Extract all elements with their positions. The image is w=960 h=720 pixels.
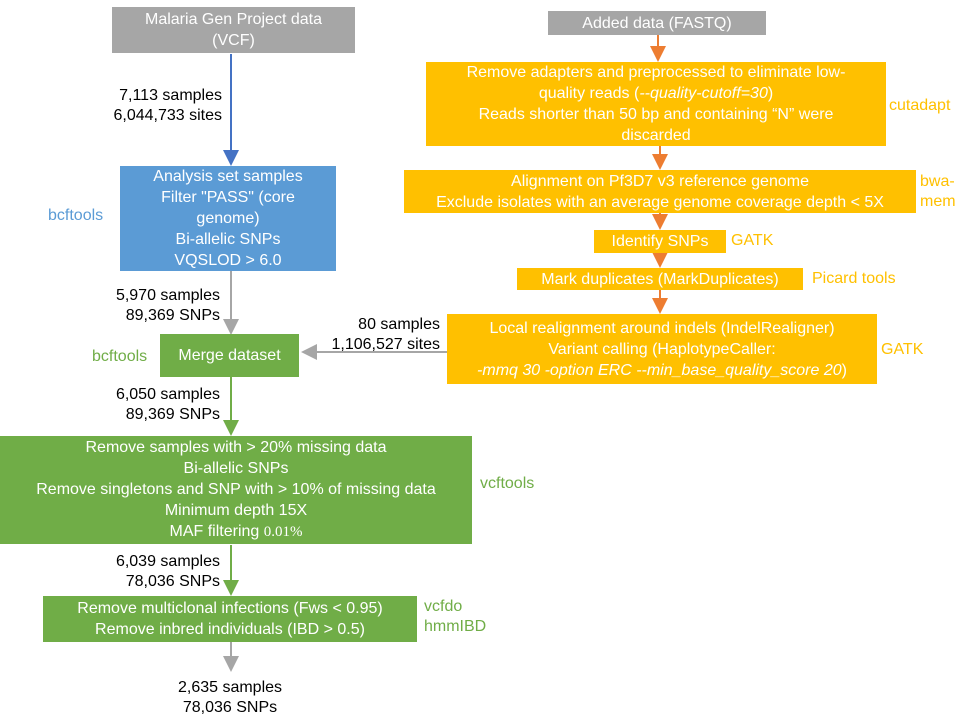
malariagen-source-box: Malaria Gen Project data (VCF)	[112, 7, 355, 53]
qc-tool-label: vcftools	[480, 475, 535, 492]
variant-calling-tool-label: GATK	[881, 341, 924, 358]
final-filter-box: Remove multiclonal infections (Fws < 0.9…	[43, 596, 417, 642]
count-label-merged: 6,050 samples 89,369 SNPs	[115, 386, 220, 423]
filter-box: Analysis set samples Filter "PASS" (core…	[120, 166, 336, 271]
count-label-added: 80 samples 1,106,527 sites	[331, 316, 440, 353]
merge-tool-label: bcftools	[92, 348, 148, 365]
mark-duplicates-tool-label: Picard tools	[812, 270, 896, 287]
mark-duplicates-box: Mark duplicates (MarkDuplicates)	[517, 268, 803, 290]
qc-box: Remove samples with > 20% missing data B…	[0, 436, 472, 544]
filter-tool-label: bcftools	[48, 207, 104, 224]
cutadapt-box: Remove adapters and preprocessed to elim…	[426, 62, 886, 146]
identify-snps-box: Identify SNPs	[594, 230, 726, 253]
count-label-raw: 7,113 samples 6,044,733 sites	[113, 87, 222, 124]
count-label-final: 2,635 samples 78,036 SNPs	[177, 679, 283, 716]
alignment-box: Alignment on Pf3D7 v3 reference genome E…	[404, 170, 916, 213]
count-label-filtered: 5,970 samples 89,369 SNPs	[115, 287, 220, 324]
cutadapt-tool-label: cutadapt	[889, 97, 951, 114]
merge-box: Merge dataset	[160, 334, 299, 377]
variant-calling-box: Local realignment around indels (IndelRe…	[447, 314, 877, 384]
count-label-qc: 6,039 samples 78,036 SNPs	[115, 553, 220, 590]
identify-snps-tool-label: GATK	[731, 232, 774, 249]
final-tools-label: vcfdo hmmIBD	[424, 598, 487, 635]
fastq-source-box: Added data (FASTQ)	[548, 11, 766, 35]
alignment-tool-label: bwa- mem	[920, 173, 956, 210]
